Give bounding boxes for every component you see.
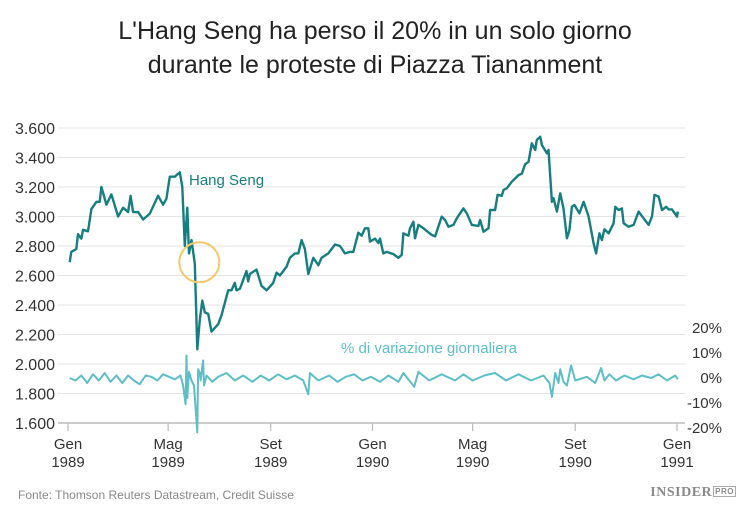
y-left-tick-label: 3.600 [15,121,55,138]
x-tick-year: 1990 [559,454,592,471]
y-left-tick-label: 2.400 [15,298,55,315]
series-lines [68,135,679,434]
y-right-tick-label: -10% [687,395,722,412]
y-right-tick-label: 20% [692,320,722,337]
series-label-hang-seng: Hang Seng [189,172,264,189]
right-y-axis: 20% 10% 0% -10% -20% [687,320,722,437]
x-tick-year: 1989 [151,454,184,471]
x-tick-month: Mag [154,436,183,453]
title-line-2: durante le proteste di Piazza Tiananment [147,51,603,79]
y-left-tick-label: 3.200 [15,180,55,197]
pct-change-line [69,354,679,434]
y-left-tick-label: 1.800 [15,387,55,404]
left-y-axis: 3.600 3.400 3.200 3.000 2.800 2.600 2.400 2.200… [15,121,55,433]
hang-seng-line [68,135,679,351]
x-tick-month: Gen [54,436,82,453]
x-tick-month: Set [259,436,282,453]
y-right-tick-label: 0% [700,370,722,387]
y-left-tick-label: 2.800 [15,239,55,256]
x-axis: Gen1989Mag1989Set1989Gen1990Mag1990Set19… [51,422,694,471]
gridlines [58,127,685,394]
x-tick-month: Gen [663,436,691,453]
y-left-tick-label: 1.600 [15,416,55,433]
logo-sub: PRO [713,486,736,497]
x-tick-year: 1990 [456,454,489,471]
y-left-tick-label: 2.600 [15,269,55,286]
x-tick-month: Mag [458,436,487,453]
x-tick-year: 1990 [356,454,389,471]
y-left-tick-label: 2.200 [15,328,55,345]
y-right-tick-label: 10% [692,345,722,362]
source-note: Fonte: Thomson Reuters Datastream, Credi… [18,488,294,502]
x-tick-month: Gen [358,436,386,453]
title-line-1: L'Hang Seng ha perso il 20% in un solo g… [118,17,632,45]
y-right-tick-label: -20% [687,420,722,437]
y-left-tick-label: 3.000 [15,210,55,227]
insider-pro-logo: INSIDER PRO [650,485,736,501]
x-tick-month: Set [564,436,587,453]
x-tick-year: 1989 [51,454,84,471]
series-label-pct-change: % di variazione giornaliera [341,340,518,357]
x-tick-year: 1989 [254,454,287,471]
x-tick-year: 1991 [660,454,693,471]
logo-main: INSIDER [650,485,713,500]
annotation-circle [178,241,221,284]
y-left-tick-label: 3.400 [15,151,55,168]
chart-title: L'Hang Seng ha perso il 20% in un solo g… [0,14,750,82]
y-left-tick-label: 2.000 [15,357,55,374]
